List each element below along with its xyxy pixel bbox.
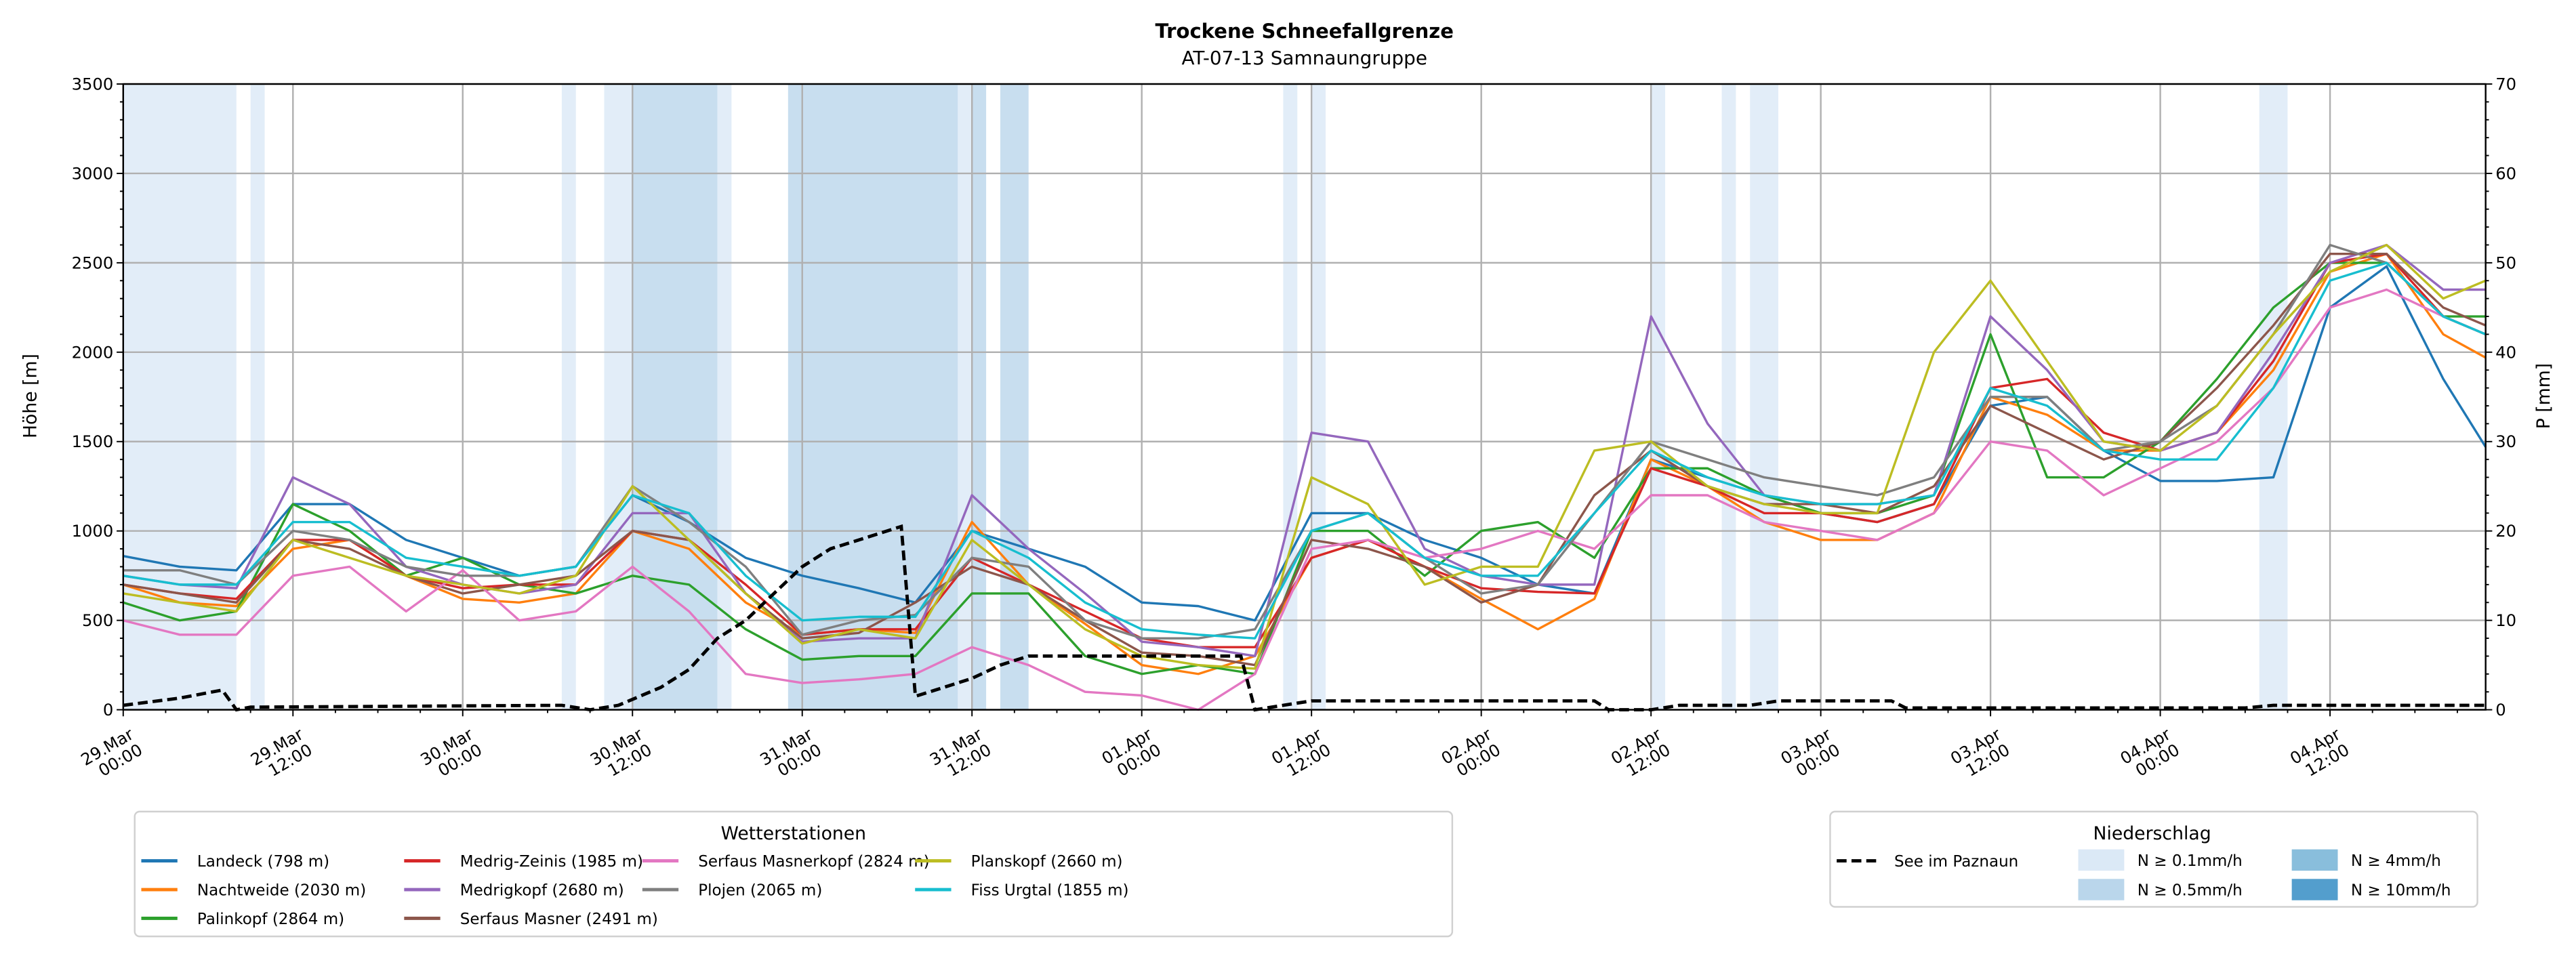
stations-legend: Wetterstationen Landeck (798 m) Nachtweide… — [134, 810, 1454, 938]
precip-band — [1750, 84, 1779, 710]
legend-label: Medrig-Zeinis (1985 m) — [460, 853, 643, 871]
chart-subtitle: AT-07-13 Samnaungruppe — [1182, 47, 1427, 69]
lake-legend-label: See im Paznaun — [1894, 853, 2018, 871]
precip-legend-title: Niederschlag — [2093, 823, 2211, 844]
legend-label: Medrigkopf (2680 m) — [460, 882, 624, 900]
stations-legend-title: Wetterstationen — [721, 823, 867, 844]
y-right-tick-label: 50 — [2495, 253, 2516, 272]
y-right-tick-label: 0 — [2495, 700, 2506, 720]
legend-label: Serfaus Masnerkopf (2824 m) — [698, 853, 929, 871]
precip-legend-label: N ≥ 0.5mm/h — [2138, 882, 2243, 900]
precip-band — [958, 84, 973, 710]
y-tick-label: 0 — [103, 700, 113, 720]
series-line-2 — [123, 262, 2486, 675]
precip-band — [1283, 84, 1298, 710]
precip-legend-label: N ≥ 4mm/h — [2351, 852, 2441, 870]
precip-band — [1000, 84, 1029, 710]
y-right-tick-label: 70 — [2495, 74, 2516, 93]
precip-legend-patch — [2291, 879, 2338, 900]
y-right-tick-label: 30 — [2495, 432, 2516, 451]
series-line-5 — [123, 252, 2487, 667]
series-line-6 — [123, 288, 2487, 711]
y-tick-label: 2500 — [72, 253, 114, 272]
y-tick-label: 500 — [82, 610, 113, 630]
y-tick-label: 1000 — [72, 521, 114, 541]
precipitation-bands — [123, 84, 2288, 710]
legend-label: Palinkopf (2864 m) — [197, 911, 344, 928]
y-right-tick-label: 10 — [2495, 610, 2516, 630]
legend-label: Landeck (798 m) — [197, 853, 329, 871]
y-axis-label: Höhe [m] — [20, 354, 41, 438]
legend-label: Plojen (2065 m) — [698, 882, 822, 900]
precip-band — [972, 84, 987, 710]
precip-band — [1311, 84, 1326, 710]
legend-label: Planskopf (2660 m) — [971, 853, 1123, 871]
precip-band — [604, 84, 633, 710]
chart-title: Trockene Schneefallgrenze — [1155, 20, 1453, 43]
y-tick-label: 1500 — [72, 432, 114, 451]
precip-band — [561, 84, 576, 710]
precip-legend-patch — [2291, 849, 2338, 871]
y-right-tick-label: 20 — [2495, 521, 2516, 541]
y-right-tick-label: 60 — [2495, 163, 2516, 183]
precip-band — [1651, 84, 1666, 710]
precip-legend-label: N ≥ 0.1mm/h — [2138, 852, 2243, 870]
precip-legend-patch — [2078, 849, 2125, 871]
precip-band — [632, 84, 718, 710]
precip-legend-patch — [2078, 879, 2125, 900]
plot-frame — [122, 83, 2487, 711]
precip-legend-label: N ≥ 10mm/h — [2351, 882, 2451, 900]
series-line-8 — [123, 243, 2487, 670]
precip-band — [123, 84, 237, 710]
precip-band — [250, 84, 265, 710]
y-tick-label: 3500 — [72, 74, 114, 93]
y-tick-label: 3000 — [72, 163, 114, 183]
grid-lines — [122, 83, 2486, 711]
precipitation-legend: Niederschlag See im Paznaun N ≥ 0.1mm/h N ≥… — [1829, 810, 2478, 908]
stations-legend-box — [134, 810, 1454, 938]
precip-band — [1721, 84, 1736, 710]
legend-label: Serfaus Masner (2491 m) — [460, 911, 658, 928]
legend-label: Fiss Urgtal (1855 m) — [971, 882, 1129, 900]
series-lines — [123, 243, 2487, 712]
legend-label: Nachtweide (2030 m) — [197, 882, 366, 900]
y-axis-right-label: P [mm] — [2533, 363, 2554, 429]
series-line-9 — [123, 262, 2487, 640]
y-tick-label: 2000 — [72, 342, 114, 362]
y-right-tick-label: 40 — [2495, 342, 2516, 362]
